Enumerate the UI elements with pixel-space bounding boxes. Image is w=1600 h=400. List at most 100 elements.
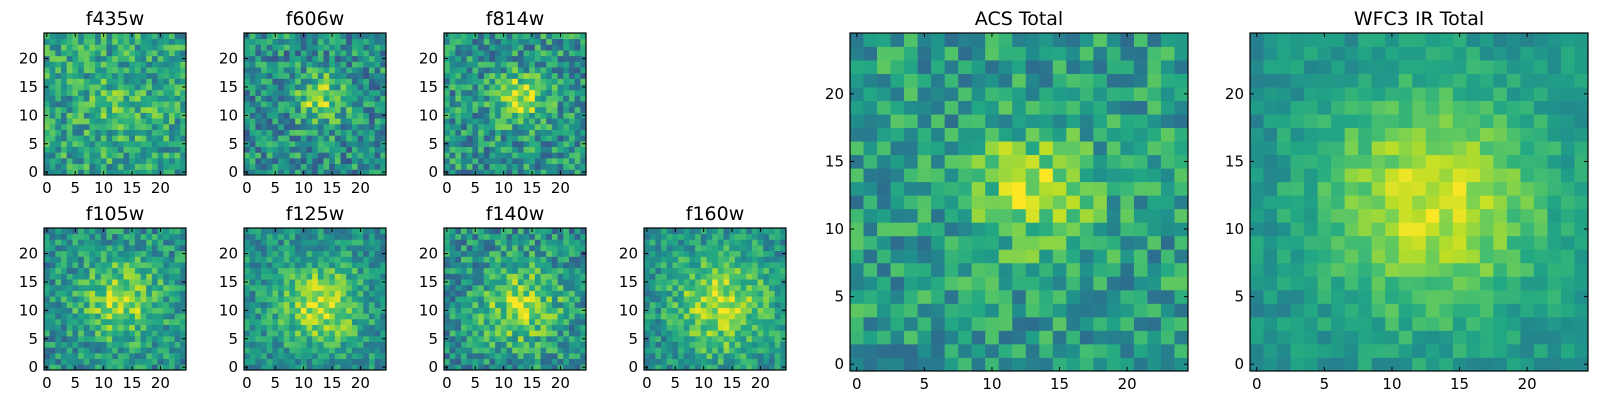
heatmap-cell — [540, 112, 547, 119]
heatmap-cell — [483, 279, 490, 286]
heatmap-cell — [306, 358, 313, 365]
heatmap-cell — [478, 358, 485, 365]
heatmap-cell — [904, 168, 918, 183]
heatmap-cell — [678, 245, 685, 252]
heatmap-cell — [1039, 303, 1054, 318]
heatmap-cell — [106, 55, 113, 62]
heatmap-cell — [380, 123, 387, 130]
heatmap-cell — [168, 106, 176, 113]
heatmap-cell — [272, 256, 279, 263]
heatmap-cell — [574, 61, 581, 68]
heatmap-cell — [466, 61, 473, 68]
heatmap-cell — [140, 307, 147, 314]
heatmap-cell — [495, 279, 502, 286]
heatmap-cell — [478, 140, 485, 147]
heatmap-cell — [146, 67, 153, 74]
heatmap-cell — [272, 250, 279, 257]
heatmap-cell — [89, 364, 96, 371]
heatmap-cell — [55, 157, 62, 165]
heatmap-cell — [890, 330, 905, 345]
heatmap-cell — [461, 324, 468, 331]
heatmap-cell — [283, 290, 290, 297]
heatmap-cell — [1025, 249, 1040, 264]
heatmap-cell — [757, 256, 764, 263]
heatmap-cell — [489, 324, 496, 331]
heatmap-cell — [529, 101, 536, 108]
heatmap-cell — [1039, 316, 1054, 331]
heatmap-cell — [717, 256, 724, 263]
heatmap-cell — [283, 157, 290, 165]
heatmap-cell — [78, 239, 85, 246]
heatmap-cell — [346, 89, 353, 96]
heatmap-cell — [123, 38, 130, 45]
heatmap-cell — [380, 256, 387, 263]
heatmap-cell — [523, 307, 530, 314]
heatmap-cell — [89, 135, 96, 142]
heatmap-cell — [146, 95, 153, 102]
heatmap-cell — [517, 84, 524, 91]
heatmap-cell — [666, 250, 673, 257]
heatmap-cell — [129, 267, 136, 274]
heatmap-cell — [123, 358, 130, 365]
heatmap-cell — [568, 101, 576, 108]
heatmap-cell — [283, 256, 290, 263]
heatmap-cell — [180, 95, 187, 102]
heatmap-cell — [89, 157, 96, 165]
heatmap-cell — [540, 135, 547, 142]
heatmap-cell — [534, 163, 541, 170]
heatmap-cell — [649, 256, 656, 263]
heatmap-cell — [512, 135, 519, 142]
heatmap-cell — [500, 89, 507, 96]
heatmap-cell — [151, 284, 158, 291]
heatmap-cell — [523, 101, 530, 108]
heatmap-cell — [129, 290, 136, 297]
heatmap-cell — [363, 72, 370, 79]
heatmap-cell — [61, 307, 68, 314]
heatmap-cell — [672, 352, 679, 360]
heatmap-cell — [958, 303, 973, 318]
heatmap-cell — [551, 89, 558, 96]
y-tick-label: 5 — [228, 135, 238, 153]
heatmap-cell — [300, 256, 307, 263]
heatmap-cell — [568, 146, 576, 153]
heatmap-cell — [695, 239, 702, 246]
heatmap-cell — [574, 352, 581, 360]
heatmap-cell — [261, 95, 268, 102]
heatmap-cell — [374, 262, 381, 269]
heatmap-cell — [266, 273, 273, 280]
heatmap-cell — [117, 61, 124, 68]
heatmap-cell — [689, 284, 696, 291]
heatmap-cell — [334, 169, 341, 176]
heatmap-cell — [877, 195, 891, 210]
heatmap-cell — [472, 146, 479, 153]
heatmap-cell — [529, 140, 536, 147]
heatmap-cell — [944, 316, 959, 331]
heatmap-cell — [106, 44, 113, 51]
heatmap-cell — [61, 67, 68, 74]
heatmap-cell — [351, 273, 358, 280]
heatmap-cell — [712, 313, 719, 320]
heatmap-cell — [100, 140, 107, 147]
heatmap-cell — [483, 123, 490, 130]
heatmap-cell — [180, 324, 187, 331]
heatmap-cell — [751, 267, 758, 274]
heatmap-cell — [334, 129, 341, 136]
heatmap-cell — [506, 101, 513, 108]
heatmap-cell — [529, 157, 536, 165]
heatmap-cell — [323, 146, 330, 153]
heatmap-cell — [49, 72, 56, 79]
heatmap-cell — [695, 324, 702, 331]
heatmap-cell — [557, 307, 564, 314]
heatmap-cell — [323, 364, 330, 371]
heatmap-cell — [740, 352, 747, 360]
heatmap-cell — [478, 318, 485, 325]
heatmap-cell — [78, 55, 85, 62]
heatmap-cell — [306, 84, 313, 91]
heatmap-cell — [506, 157, 513, 165]
heatmap-cell — [340, 267, 347, 274]
heatmap-cell — [61, 273, 68, 280]
heatmap-cell — [266, 89, 273, 96]
heatmap-cell — [746, 233, 753, 240]
heatmap-cell — [346, 118, 353, 125]
heatmap-cell — [1147, 168, 1162, 183]
